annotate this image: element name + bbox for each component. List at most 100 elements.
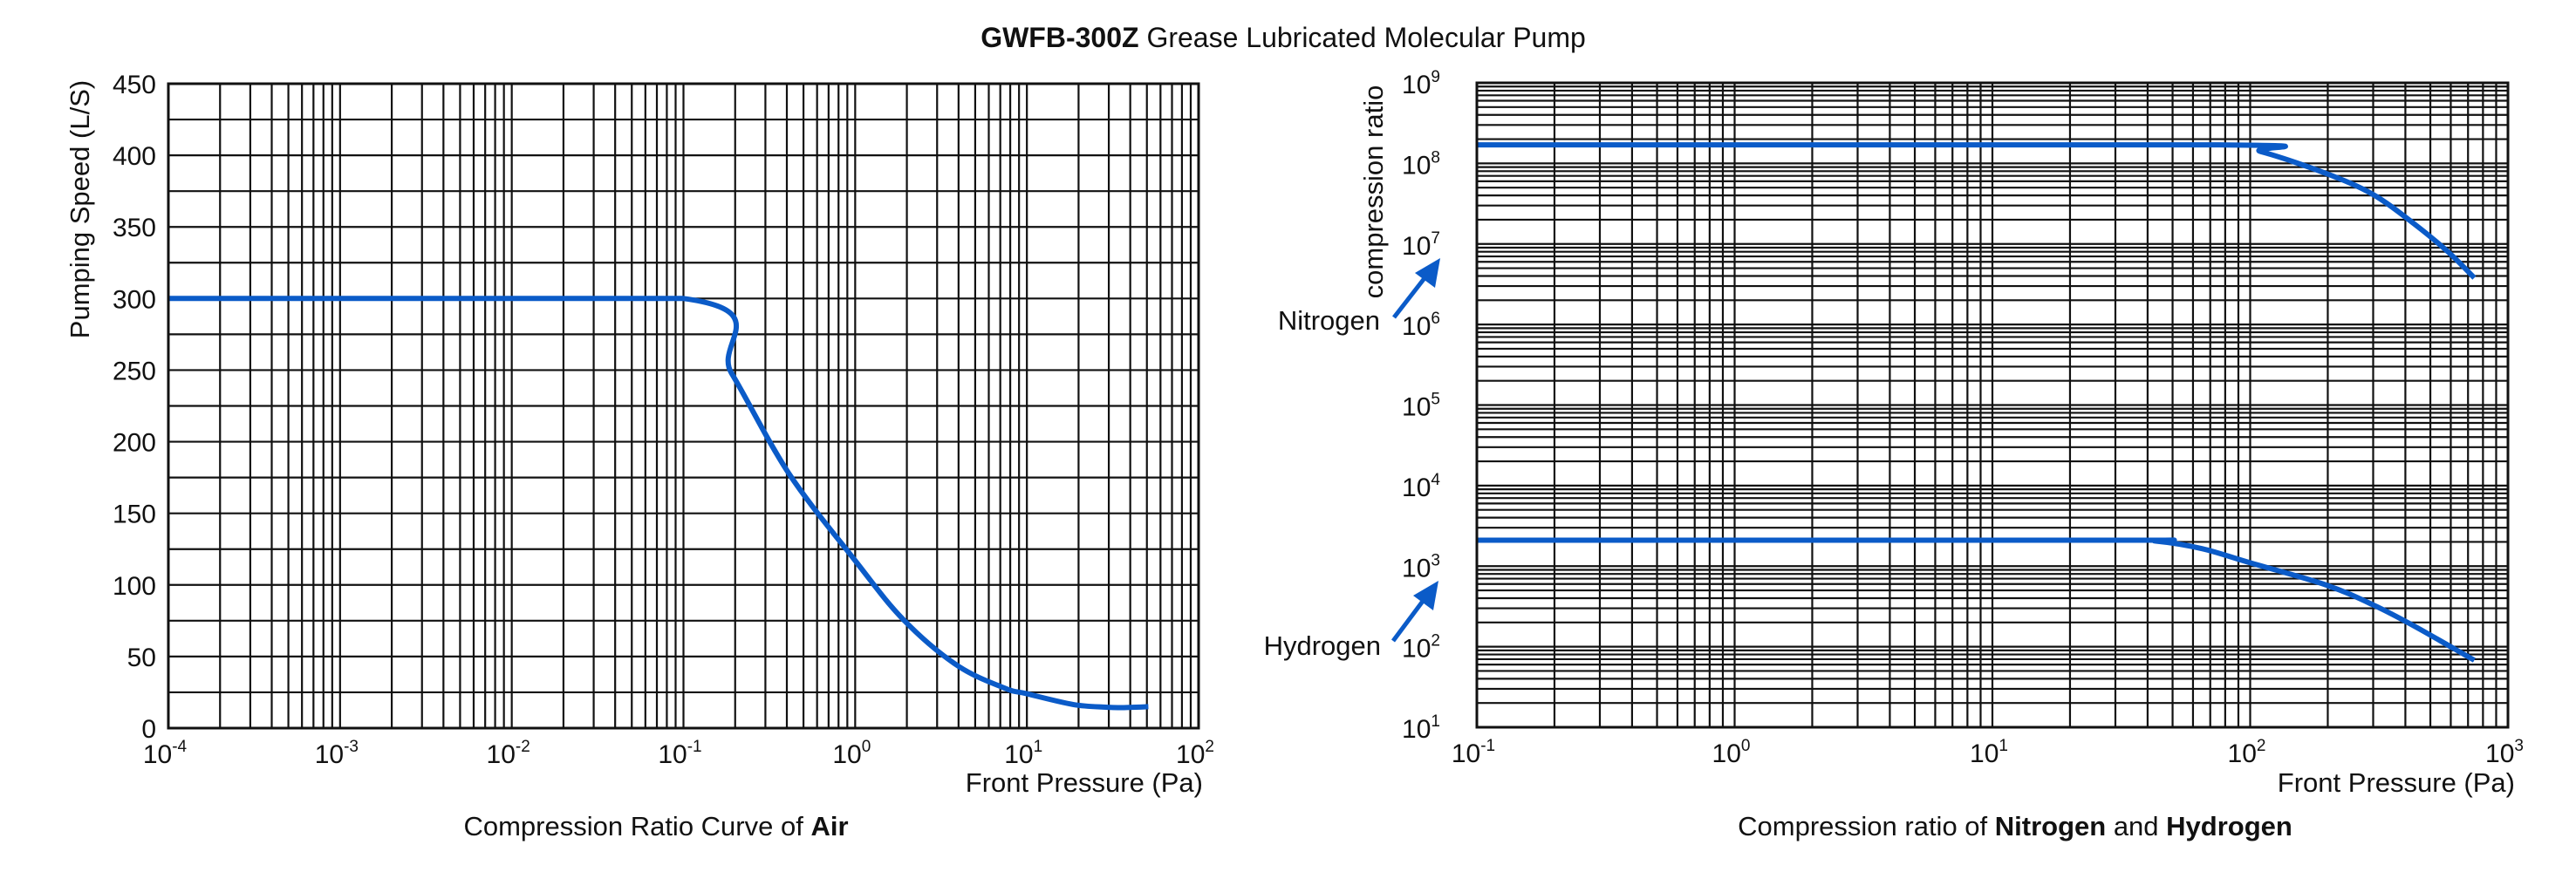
y-tick-label: 150 — [113, 501, 156, 529]
tick-exponent: -1 — [1480, 737, 1495, 755]
tick-base: 10 — [1402, 473, 1431, 502]
n2h2-grid — [1475, 81, 2510, 729]
tick-exponent: -3 — [344, 738, 359, 756]
n2h2-series-layer — [1476, 142, 2477, 663]
nitrogen-arrow-icon — [1392, 258, 1440, 319]
figure-title: GWFB-300Z Grease Lubricated Molecular Pu… — [981, 22, 1586, 53]
air-caption: Compression Ratio Curve of Air — [463, 811, 848, 841]
air-caption-gas: Air — [810, 811, 848, 841]
tick-exponent: 2 — [1205, 738, 1214, 756]
tick-base: 10 — [143, 740, 172, 769]
tick-exponent: 2 — [1431, 632, 1440, 651]
n2h2-y-axis-title: compression ratio — [1358, 85, 1389, 299]
tick-base: 10 — [2485, 739, 2514, 768]
tick-exponent: 3 — [2514, 737, 2524, 755]
tick-base: 10 — [1402, 312, 1431, 341]
x-tick-label: 100 — [832, 738, 871, 769]
air-x-tick-labels: 10-4 10-3 10-2 10-1 100 101 102 — [143, 738, 1214, 769]
series-line-hydrogen — [1476, 537, 2476, 663]
n2h2-caption-prefix: Compression ratio of — [1738, 811, 1995, 841]
tick-base: 10 — [2228, 739, 2257, 768]
hydrogen-label: Hydrogen — [1264, 630, 1381, 661]
y-tick-label: 106 — [1402, 310, 1440, 341]
y-tick-label: 107 — [1402, 229, 1440, 261]
tick-exponent: -1 — [687, 738, 702, 756]
tick-base: 10 — [315, 740, 344, 769]
tick-exponent: 1 — [1431, 712, 1440, 731]
hydrogen-annotation: Hydrogen — [1264, 581, 1438, 661]
y-tick-label: 109 — [1402, 68, 1440, 99]
y-tick-label: 103 — [1402, 551, 1440, 582]
air-y-tick-labels: 0 50 100 150 200 250 300 350 400 450 — [113, 71, 156, 744]
air-x-axis-title: Front Pressure (Pa) — [966, 767, 1203, 798]
n2h2-caption-and: and — [2106, 811, 2166, 841]
n2h2-plot-frame — [1475, 81, 2510, 729]
y-tick-label: 105 — [1402, 391, 1440, 422]
tick-base: 10 — [1402, 151, 1431, 180]
tick-base: 10 — [1402, 635, 1431, 664]
tick-exponent: 4 — [1431, 471, 1440, 489]
y-tick-label: 104 — [1402, 471, 1440, 502]
y-tick-label: 300 — [113, 285, 156, 314]
air-grid — [167, 82, 1200, 730]
air-y-axis-title: Pumping Speed (L/S) — [65, 80, 95, 338]
y-tick-label: 108 — [1402, 148, 1440, 180]
tick-base: 10 — [658, 740, 687, 769]
hydrogen-arrow-icon — [1390, 581, 1438, 643]
tick-base: 10 — [1970, 739, 1999, 768]
tick-exponent: 1 — [1034, 738, 1043, 756]
tick-exponent: 2 — [2257, 737, 2266, 755]
n2h2-caption-nitrogen: Nitrogen — [1995, 811, 2106, 841]
tick-exponent: 8 — [1431, 148, 1440, 167]
tick-exponent: 0 — [1741, 737, 1751, 755]
x-tick-label: 102 — [2228, 737, 2266, 768]
tick-base: 10 — [1402, 71, 1431, 99]
tick-exponent: 9 — [1431, 68, 1440, 86]
x-tick-label: 10-1 — [1452, 737, 1495, 768]
n2h2-x-tick-labels: 10-1 100 101 102 103 — [1452, 737, 2524, 768]
x-tick-label: 100 — [1712, 737, 1751, 768]
y-tick-label: 400 — [113, 142, 156, 171]
tick-base: 10 — [1402, 554, 1431, 582]
air-plot-frame — [167, 82, 1200, 730]
tick-exponent: 1 — [1999, 737, 2008, 755]
y-tick-label: 100 — [113, 572, 156, 601]
x-tick-label: 10-4 — [143, 738, 188, 769]
n2h2-caption-hydrogen: Hydrogen — [2166, 811, 2292, 841]
tick-base: 10 — [1402, 715, 1431, 744]
y-tick-label: 350 — [113, 214, 156, 242]
n2h2-caption: Compression ratio of Nitrogen and Hydrog… — [1738, 811, 2292, 841]
y-tick-label: 250 — [113, 357, 156, 385]
x-tick-label: 102 — [1176, 738, 1214, 769]
tick-exponent: 6 — [1431, 310, 1440, 328]
y-tick-label: 101 — [1402, 712, 1440, 744]
nitrogen-annotation: Nitrogen — [1278, 258, 1440, 336]
figure-title-text: Grease Lubricated Molecular Pump — [1139, 22, 1586, 53]
x-tick-label: 10-2 — [487, 738, 530, 769]
series-line-nitrogen — [1477, 142, 2477, 280]
tick-base: 10 — [1004, 740, 1033, 769]
x-tick-label: 10-3 — [315, 738, 359, 769]
y-tick-label: 200 — [113, 429, 156, 458]
x-tick-label: 103 — [2485, 737, 2524, 768]
nitrogen-label: Nitrogen — [1278, 305, 1380, 336]
tick-exponent: -4 — [172, 738, 187, 756]
figure-title-model: GWFB-300Z — [981, 22, 1138, 53]
y-tick-label: 0 — [141, 715, 156, 744]
tick-base: 10 — [832, 740, 861, 769]
x-tick-label: 10-1 — [658, 738, 701, 769]
series-line-air — [168, 296, 1149, 711]
tick-exponent: 3 — [1431, 551, 1440, 569]
air-series-layer — [168, 296, 1149, 711]
tick-base: 10 — [1402, 393, 1431, 422]
y-tick-label: 102 — [1402, 632, 1440, 664]
tick-exponent: 5 — [1431, 391, 1440, 409]
tick-base: 10 — [1176, 740, 1205, 769]
y-tick-label: 450 — [113, 71, 156, 99]
tick-exponent: 7 — [1431, 229, 1440, 248]
tick-base: 10 — [1712, 739, 1741, 768]
